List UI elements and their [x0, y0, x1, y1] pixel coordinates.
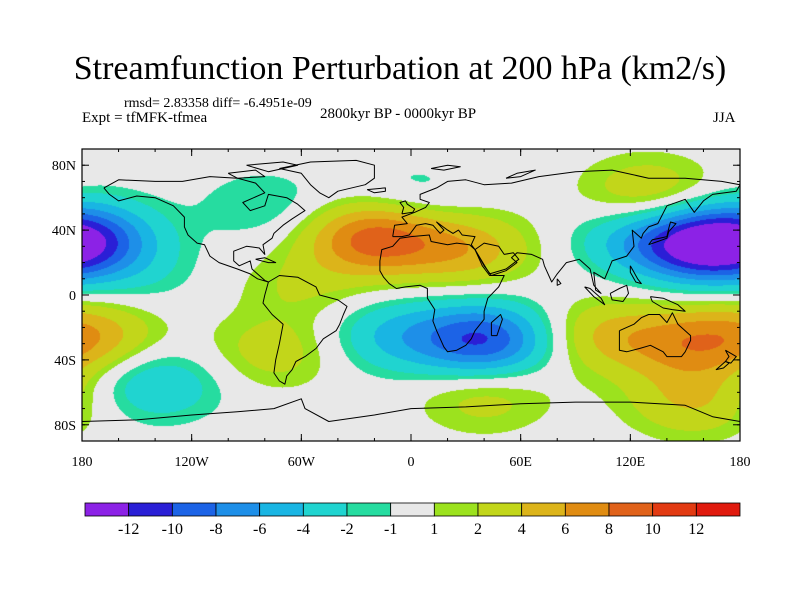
- lat-label: 40N: [52, 224, 76, 239]
- colorbar-label: 12: [688, 521, 704, 538]
- lon-label: 120E: [616, 455, 646, 470]
- time-period-label: 2800kyr BP - 0000kyr BP: [320, 106, 477, 122]
- colorbar-swatch: [346, 502, 392, 517]
- colorbar-label: -12: [118, 521, 139, 538]
- lon-label: 180: [730, 455, 751, 470]
- colorbar-swatch: [477, 502, 523, 517]
- colorbar-swatch: [215, 502, 261, 517]
- colorbar-label: 10: [645, 521, 661, 538]
- lon-label: 60E: [509, 455, 532, 470]
- lon-label: 180: [72, 455, 93, 470]
- colorbar-swatch: [128, 502, 173, 517]
- colorbar-swatch: [84, 502, 130, 517]
- colorbar-swatch: [433, 502, 479, 517]
- colorbar-swatch: [171, 502, 217, 517]
- lat-label: 0: [69, 289, 76, 304]
- colorbar-label: 4: [518, 521, 526, 538]
- colorbar-swatch: [302, 502, 348, 517]
- streamfunction-map: [82, 149, 740, 441]
- colorbar-swatch: [608, 502, 654, 517]
- lon-label: 0: [408, 455, 415, 470]
- colorbar: -12 -10 -8 -6 -4 -2 -1 1 2 4 6 8 10 12: [84, 502, 741, 538]
- lat-label: 40S: [54, 354, 76, 369]
- colorbar-swatch: [652, 502, 697, 517]
- colorbar-label: -2: [340, 521, 353, 538]
- colorbar-label: 6: [561, 521, 569, 538]
- lon-label: 60W: [288, 455, 316, 470]
- colorbar-label: 8: [605, 521, 613, 538]
- rmsd-diff-stats: rmsd= 2.83358 diff= -6.4951e-09: [124, 96, 312, 111]
- colorbar-label: -4: [297, 521, 310, 538]
- colorbar-label: -6: [253, 521, 266, 538]
- colorbar-swatch: [695, 502, 741, 517]
- experiment-label: Expt = tfMFK-tfmea: [82, 110, 208, 126]
- colorbar-label: -1: [384, 521, 397, 538]
- lat-label: 80N: [52, 159, 76, 174]
- colorbar-swatch: [259, 502, 304, 517]
- season-label: JJA: [713, 110, 736, 126]
- colorbar-label: 1: [430, 521, 438, 538]
- colorbar-swatch: [521, 502, 566, 517]
- colorbar-label: 2: [474, 521, 482, 538]
- lon-label: 120W: [175, 455, 210, 470]
- chart-title: Streamfunction Perturbation at 200 hPa (…: [73, 50, 727, 87]
- colorbar-swatch: [390, 502, 435, 517]
- lat-label: 80S: [54, 419, 76, 434]
- colorbar-label: -10: [162, 521, 183, 538]
- colorbar-label: -8: [209, 521, 222, 538]
- colorbar-swatch: [564, 502, 610, 517]
